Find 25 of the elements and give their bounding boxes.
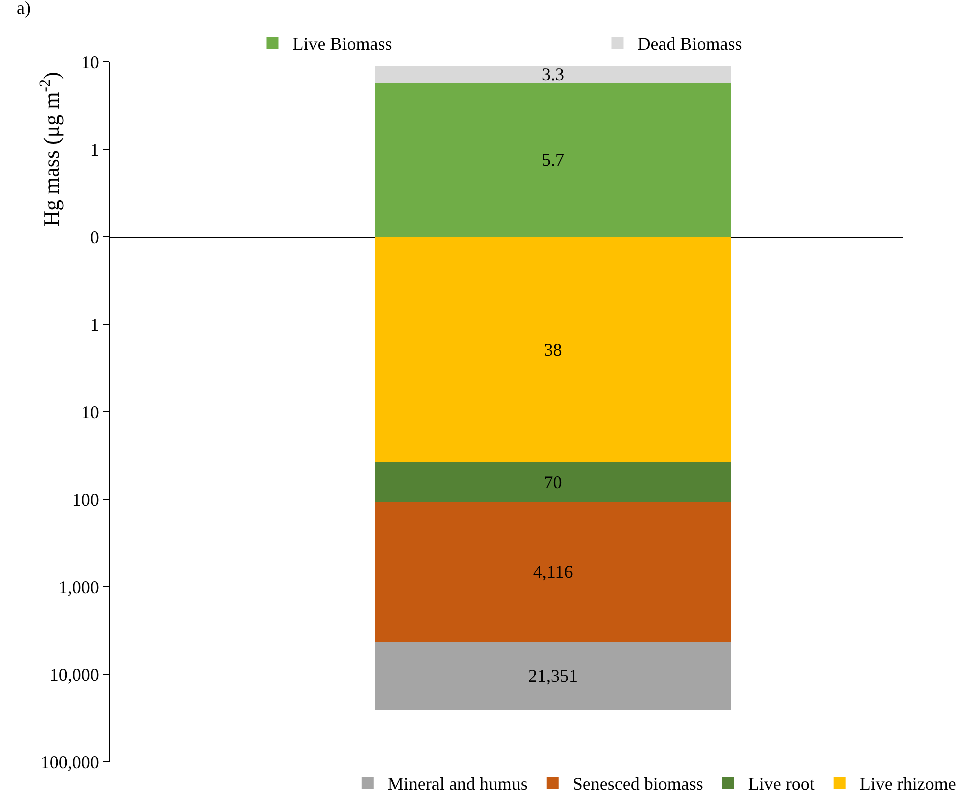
y-tick-label: 10,000 xyxy=(50,664,100,685)
legend-label: Live root xyxy=(748,774,815,794)
y-tick-label: 1 xyxy=(90,314,100,335)
y-tick-label: 10 xyxy=(81,52,100,72)
y-tick-label: 10 xyxy=(81,402,100,422)
y-tick-label: 100 xyxy=(72,490,100,510)
legend-label: Senesced biomass xyxy=(572,774,704,794)
data-label: 4,116 xyxy=(533,562,574,582)
data-label: 21,351 xyxy=(528,666,578,686)
legend-label: Live rhizome xyxy=(860,774,956,794)
y-tick-label: 1,000 xyxy=(58,577,100,598)
y-tick-label: 1 xyxy=(90,140,100,160)
data-label: 3.3 xyxy=(542,64,565,85)
data-label: 5.7 xyxy=(542,150,565,170)
data-label: 38 xyxy=(544,340,562,360)
data-label: 70 xyxy=(544,472,562,493)
legend-label: Mineral and humus xyxy=(388,774,528,794)
bar xyxy=(374,642,732,710)
bar xyxy=(374,502,732,642)
chart-title: a) xyxy=(17,0,31,18)
legend-label: Dead Biomass xyxy=(638,34,742,54)
bar xyxy=(374,462,732,502)
y-tick-label: 0 xyxy=(90,227,100,248)
y-tick-label: 100,000 xyxy=(40,752,100,772)
legend-label: Live Biomass xyxy=(292,34,392,54)
